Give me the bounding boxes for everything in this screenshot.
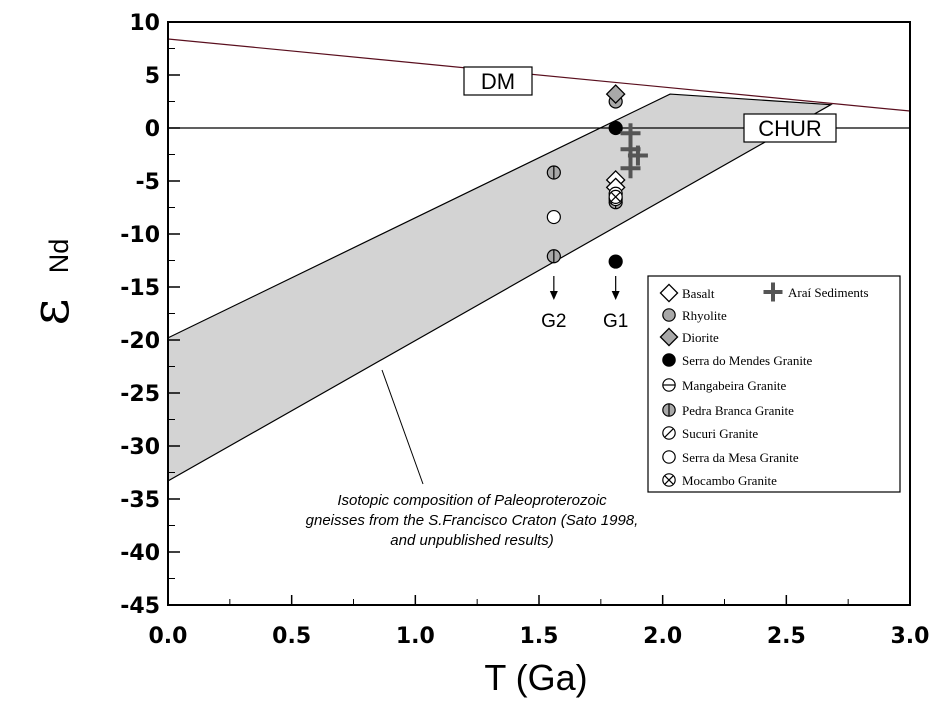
legend-marker — [662, 353, 676, 367]
data-point-diorite — [605, 84, 626, 104]
y-axis-subscript: Nd — [44, 239, 74, 274]
marker-shape — [662, 450, 676, 464]
marker-bar — [664, 428, 674, 438]
y-tick-label: -20 — [120, 329, 160, 354]
dm-label-text: DM — [481, 69, 515, 94]
legend-entry: Serra do Mendes Granite — [682, 353, 813, 368]
x-tick-label: 1.0 — [396, 624, 435, 649]
y-tick-label: 0 — [145, 117, 160, 142]
axis-ticks-layer: 0.0 0.5 1.0 1.5 2.0 2.5 3.0 10 5 0 -5 -10 -15 -20 -25 -… — [120, 11, 929, 649]
legend-entry: Diorite — [682, 330, 719, 345]
group-label: G1 — [603, 311, 628, 332]
chur-label: CHUR — [743, 113, 837, 143]
y-tick-label: -15 — [120, 276, 160, 301]
group-label: G2 — [541, 311, 566, 332]
y-tick-label: -5 — [136, 170, 160, 195]
data-point-pedra-branca-granite — [546, 165, 561, 180]
x-tick-label: 2.5 — [767, 624, 806, 649]
group-g1: G1 — [603, 276, 628, 332]
marker-shape — [662, 353, 676, 367]
band-annotation-line: gneisses from the S.Francisco Craton (Sa… — [306, 512, 639, 529]
legend: Basalt Rhyolite Diorite Serra do Mendes Gra… — [647, 275, 901, 493]
marker-bar — [664, 475, 674, 485]
marker-bar — [610, 191, 621, 203]
legend-box — [647, 275, 901, 493]
band-annotation-line: Isotopic composition of Paleoproterozoic — [337, 492, 607, 509]
dm-label-box — [463, 66, 533, 96]
y-axis-title: ε Nd — [21, 239, 81, 326]
marker-shape — [659, 283, 679, 303]
y-tick-label: 10 — [129, 11, 160, 36]
legend-entry: Rhyolite — [682, 308, 727, 323]
x-tick-label: 0.5 — [272, 624, 311, 649]
x-tick-label: 1.5 — [520, 624, 559, 649]
chur-label-text: CHUR — [758, 116, 822, 141]
data-point-mocambo-granite — [608, 189, 623, 204]
marker-shape — [659, 327, 679, 347]
x-tick-label: 0.0 — [149, 624, 188, 649]
data-point-serra-do-mendes-granite — [608, 254, 623, 269]
band-annotation-line: and unpublished results) — [390, 532, 553, 549]
legend-marker — [662, 403, 676, 417]
data-point-pedra-branca-granite — [546, 249, 561, 264]
y-axis-symbol: ε — [21, 299, 81, 326]
legend-marker — [662, 450, 676, 464]
legend-entry: Sucuri Granite — [682, 426, 758, 441]
y-tick-label: -35 — [120, 488, 160, 513]
legend-marker — [662, 308, 676, 322]
marker-shape — [662, 308, 676, 322]
y-tick-label: -30 — [120, 435, 160, 460]
y-tick-label: -45 — [120, 594, 160, 619]
legend-marker — [659, 327, 679, 347]
marker-shape — [546, 209, 561, 225]
band-annotation-leader — [381, 369, 424, 485]
data-point-ara-sediments — [620, 158, 641, 179]
y-tick-label: -40 — [120, 541, 160, 566]
legend-marker — [662, 378, 676, 392]
legend-entry: Basalt — [682, 286, 715, 301]
legend-entry: Mocambo Granite — [682, 473, 777, 488]
group-g2: G2 — [541, 276, 567, 332]
legend-entry: Araí Sediments — [788, 285, 869, 300]
legend-marker — [659, 283, 679, 303]
data-point-serra-da-mesa-granite — [546, 209, 561, 225]
x-tick-label: 2.0 — [643, 624, 682, 649]
axis-titles: T (Ga) ε Nd — [21, 239, 588, 698]
dm-line — [168, 38, 910, 112]
isotopic-composition-band — [168, 93, 833, 482]
y-tick-label: -10 — [120, 223, 160, 248]
shaded-band-layer — [168, 93, 833, 482]
x-tick-label: 3.0 — [891, 624, 930, 649]
chur-label-box — [743, 113, 837, 143]
x-axis-title: T (Ga) — [484, 657, 587, 698]
legend-entry: Mangabeira Granite — [682, 378, 787, 393]
legend-entry: Pedra Branca Granite — [682, 403, 794, 418]
legend-entry: Serra da Mesa Granite — [682, 450, 799, 465]
marker-shape — [608, 254, 623, 269]
data-point-ara-sediments — [627, 145, 648, 166]
dm-label: DM — [463, 66, 533, 96]
group-arrow-head — [611, 291, 620, 300]
group-arrow-head — [549, 291, 558, 300]
marker-shape — [608, 120, 623, 136]
legend-marker — [763, 282, 783, 302]
data-point-serra-do-mendes-granite — [608, 120, 623, 136]
legend-marker — [662, 473, 676, 487]
annotation-layer: DM CHUR G2 G1 Isotopic composition of Paleop… — [306, 66, 837, 549]
y-tick-label: 5 — [145, 64, 160, 89]
marker-shape — [605, 84, 626, 104]
data-points-layer — [546, 84, 648, 269]
legend-marker — [662, 426, 676, 440]
y-tick-label: -25 — [120, 382, 160, 407]
